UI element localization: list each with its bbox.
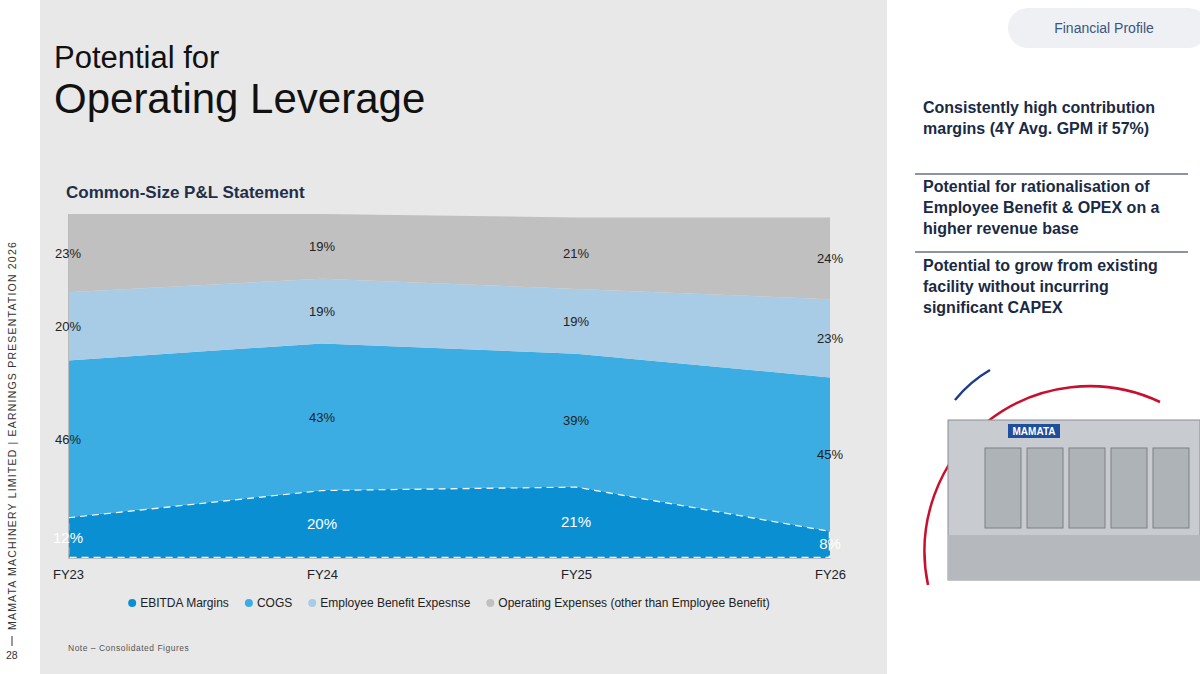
data-label: 19% xyxy=(309,239,335,254)
legend-label: COGS xyxy=(257,596,292,610)
page-number: 28 xyxy=(6,649,18,661)
machine-window xyxy=(1153,448,1189,528)
data-label: 19% xyxy=(309,304,335,319)
x-tick: FY25 xyxy=(561,558,592,582)
blue-arc xyxy=(955,370,990,400)
legend-label: Employee Benefit Expesnse xyxy=(320,596,470,610)
side-text: MAMATA MACHINERY LIMITED | EARNINGS PRES… xyxy=(6,241,18,630)
header-tab-bg xyxy=(1008,8,1200,48)
point: Potential for rationalisation of Employee… xyxy=(923,178,1160,237)
legend-item: Operating Expenses (other than Employee … xyxy=(486,596,770,610)
data-label: 19% xyxy=(563,314,589,329)
data-label: 46% xyxy=(55,432,81,447)
data-label: 45% xyxy=(817,447,843,462)
machine-window xyxy=(985,448,1021,528)
point-line: Potential to grow from existing xyxy=(923,257,1158,274)
x-axis: FY23 FY24 FY25 FY26 xyxy=(53,558,846,582)
data-label: 21% xyxy=(561,513,591,530)
data-labels: 12% 20% 21% 8% 46% 43% 39% 45% 20% 19% 19% 23% 23% 19… xyxy=(53,239,843,552)
title-line2: Operating Leverage xyxy=(54,75,425,122)
x-tick: FY26 xyxy=(815,558,846,582)
x-tick-label: FY26 xyxy=(815,567,846,582)
machine-window xyxy=(1069,448,1105,528)
machine-window xyxy=(1111,448,1147,528)
legend-swatch xyxy=(308,599,316,607)
x-tick: FY24 xyxy=(307,558,338,582)
title-line1: Potential for xyxy=(54,40,219,75)
machine-label: MAMATA xyxy=(1013,426,1056,437)
legend-label: Operating Expenses (other than Employee … xyxy=(498,596,770,610)
data-label: 20% xyxy=(307,515,337,532)
machine-window xyxy=(1027,448,1063,528)
legend-item: COGS xyxy=(245,596,292,610)
point: Consistently high contribution margins (4… xyxy=(923,99,1155,137)
legend-item: Employee Benefit Expesnse xyxy=(308,596,470,610)
data-label: 21% xyxy=(563,246,589,261)
header-tab: Financial Profile xyxy=(1054,20,1154,36)
y-axis xyxy=(68,215,69,559)
point-line: facility without incurring xyxy=(923,278,1109,295)
legend-swatch xyxy=(128,599,136,607)
point: Potential to grow from existing facility … xyxy=(923,257,1158,316)
data-label: 43% xyxy=(309,410,335,425)
legend-swatch xyxy=(486,599,494,607)
right-panel xyxy=(887,0,1200,674)
legend-label: EBITDA Margins xyxy=(140,596,229,610)
point-line: significant CAPEX xyxy=(923,299,1063,316)
separator xyxy=(915,174,1188,175)
area xyxy=(68,343,830,530)
x-tick-label: FY23 xyxy=(53,567,84,582)
legend-swatch xyxy=(245,599,253,607)
chart-title: Common-Size P&L Statement xyxy=(66,183,305,202)
data-label: 39% xyxy=(563,413,589,428)
point-line: Consistently high contribution xyxy=(923,99,1155,116)
left-panel xyxy=(40,0,887,674)
slide: Financial ProfilePotential forOperating … xyxy=(0,0,1200,674)
legend: EBITDA Margins COGS Employee Benefit Expes… xyxy=(128,596,770,610)
data-label: 8% xyxy=(819,535,841,552)
point-line: Employee Benefit & OPEX on a xyxy=(923,199,1160,216)
x-tick-label: FY24 xyxy=(307,567,338,582)
point-line: Potential for rationalisation of xyxy=(923,178,1150,195)
data-label: 12% xyxy=(53,529,83,546)
y-axis-line xyxy=(68,215,69,559)
plot-marks xyxy=(68,214,830,558)
data-label: 23% xyxy=(817,331,843,346)
legend-item: EBITDA Margins xyxy=(128,596,229,610)
page-number-rule xyxy=(12,636,13,646)
data-label: 24% xyxy=(817,251,843,266)
machine-body xyxy=(948,420,1200,580)
x-tick: FY23 xyxy=(53,558,84,582)
data-label: 20% xyxy=(55,319,81,334)
point-line: higher revenue base xyxy=(923,220,1079,237)
data-label: 23% xyxy=(55,246,81,261)
machine-base xyxy=(948,535,1200,580)
note: Note – Consolidated Figures xyxy=(68,643,189,653)
area xyxy=(68,214,830,299)
point-line: margins (4Y Avg. GPM if 57%) xyxy=(923,120,1149,137)
x-axis-line xyxy=(69,558,831,559)
separator xyxy=(915,252,1188,253)
x-tick-label: FY25 xyxy=(561,567,592,582)
machine-label-bg xyxy=(1008,424,1060,438)
